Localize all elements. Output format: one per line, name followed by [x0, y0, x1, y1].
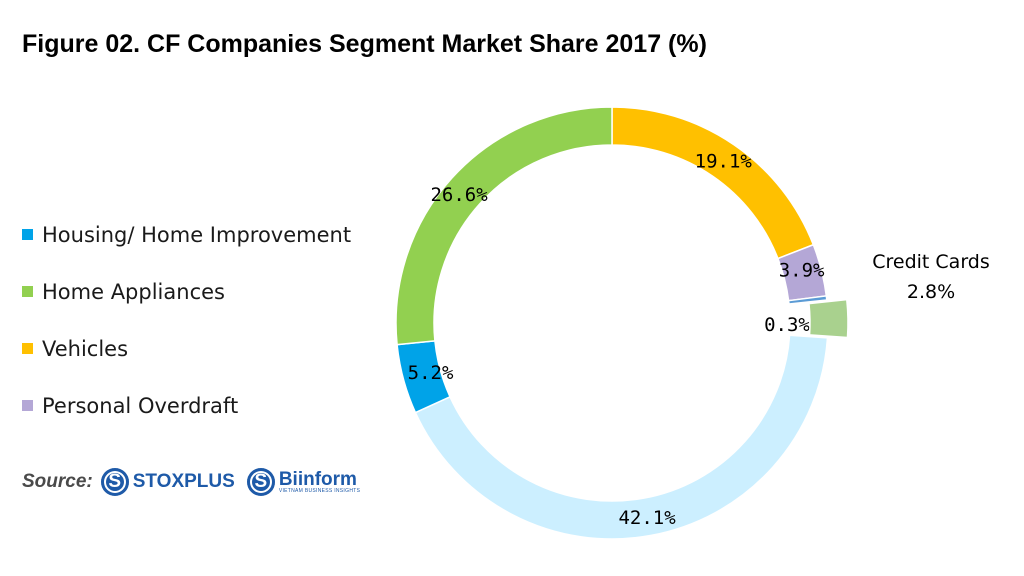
data-label: 42.1%	[618, 507, 676, 529]
legend-label: Home Appliances	[42, 279, 225, 304]
biinform-logo-text: Biinform	[278, 469, 357, 490]
chart-title: Figure 02. CF Companies Segment Market S…	[22, 30, 707, 58]
data-label: 2.8%	[907, 281, 955, 303]
slice-vehicles	[611, 106, 815, 260]
legend-swatch	[22, 343, 33, 354]
legend-item-home-appliances: Home Appliances	[22, 263, 392, 320]
legend-label: Personal Overdraft	[42, 393, 239, 418]
data-label: 5.2%	[408, 362, 454, 384]
biinform-logo-icon: S	[246, 468, 275, 496]
stoxplus-logo: S STOXPLUS	[100, 468, 235, 496]
slice-category-label: Credit Cards	[872, 251, 990, 273]
data-label: 3.9%	[779, 260, 825, 282]
slice-home-appliances	[395, 106, 613, 346]
legend-label: Housing/ Home Improvement	[42, 222, 352, 247]
data-label: 0.3%	[764, 314, 810, 336]
legend: Housing/ Home Improvement Home Appliance…	[22, 206, 392, 434]
source-label: Source:	[22, 471, 93, 492]
stoxplus-logo-text: STOXPLUS	[132, 471, 235, 492]
data-label: 26.6%	[430, 184, 488, 206]
source-footer: Source: S STOXPLUS S Biinform VIETNAM BU…	[22, 468, 372, 496]
slice-credit-cards	[808, 298, 849, 339]
legend-swatch	[22, 400, 33, 411]
legend-swatch	[22, 286, 33, 297]
data-label: 19.1%	[695, 150, 753, 172]
legend-label: Vehicles	[42, 336, 129, 361]
stoxplus-logo-icon: S	[100, 468, 129, 496]
legend-item-housing: Housing/ Home Improvement	[22, 206, 392, 263]
biinform-logo: S Biinform VIETNAM BUSINESS INSIGHTS	[246, 468, 361, 496]
slice-slice-3	[787, 295, 828, 305]
legend-item-vehicles: Vehicles	[22, 320, 392, 377]
biinform-logo-tagline: VIETNAM BUSINESS INSIGHTS	[278, 488, 361, 494]
legend-item-personal-overdraft: Personal Overdraft	[22, 377, 392, 434]
legend-swatch	[22, 229, 33, 240]
